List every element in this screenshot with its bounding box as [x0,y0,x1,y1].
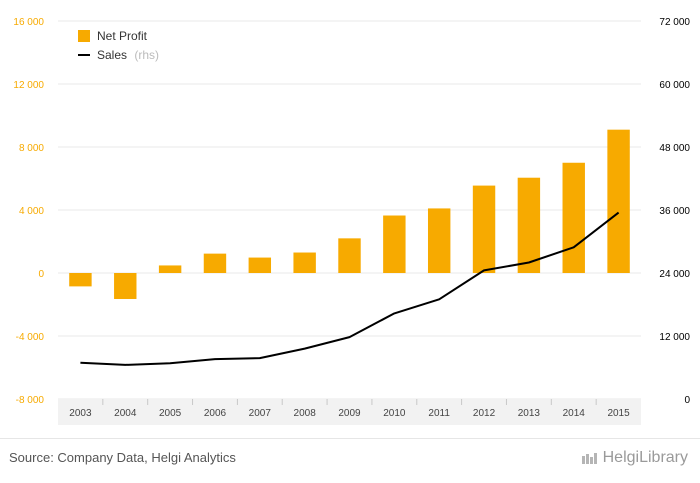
brand-name: HelgiLibrary [602,449,688,466]
net-profit-bar [427,208,451,273]
footer-divider [0,438,700,439]
x-tick-label: 2012 [473,408,496,419]
x-tick-label: 2010 [383,408,406,419]
x-tick-label: 2003 [69,408,92,419]
y-left-tick-label: -8 000 [16,395,45,406]
left-axis-ticks: -8 000 -4 000 0 4 000 8 000 12 000 16 000 [13,17,44,406]
net-profit-bar [203,253,227,273]
net-profit-bar [472,185,496,273]
net-profit-bar [158,265,182,273]
net-profit-bars [69,129,630,299]
net-profit-bar [114,273,137,299]
x-tick-label: 2011 [428,408,450,419]
net-profit-bar [248,257,272,273]
x-tick-label: 2014 [563,408,586,419]
x-tick-label: 2013 [518,408,541,419]
sales-line [80,211,620,366]
x-tick-label: 2007 [249,408,272,419]
y-left-tick-label: -4 000 [16,332,45,343]
net-profit-bar [607,129,630,273]
grid-lines [58,20,641,400]
x-tick-label: 2015 [607,408,630,419]
y-left-tick-label: 8 000 [19,143,44,154]
y-left-tick-label: 16 000 [13,17,44,28]
legend-sales-label: Sales (rhs) [97,48,159,62]
legend-sales-suffix: (rhs) [134,48,159,62]
y-right-tick-label: 48 000 [659,143,690,154]
y-right-tick-label: 36 000 [659,206,690,217]
y-right-tick-label: 12 000 [659,332,690,343]
x-axis: 2003 2004 2005 2006 2007 2008 2009 2010 2011 2012… [58,399,641,425]
legend: Net Profit Sales (rhs) [78,29,159,62]
net-profit-bar [517,177,541,273]
net-profit-bar [338,238,361,273]
source-note: Source: Company Data, Helgi Analytics [9,450,236,465]
y-right-tick-label: 24 000 [659,269,690,280]
chart-canvas: -8 000 -4 000 0 4 000 8 000 12 000 16 000 0 12 … [13,17,690,425]
y-left-tick-label: 4 000 [19,206,44,217]
legend-sales-name: Sales [97,48,127,62]
x-axis-band [58,399,641,425]
y-right-tick-label: 60 000 [659,80,690,91]
x-tick-label: 2006 [204,408,227,419]
sales-line-series [80,211,620,366]
y-right-tick-label: 0 [684,395,690,406]
net-profit-bar [69,273,92,287]
x-tick-label: 2009 [338,408,361,419]
net-profit-bar [293,252,316,273]
y-right-tick-label: 72 000 [659,17,690,28]
net-profit-bar [562,162,585,273]
right-axis-ticks: 0 12 000 24 000 36 000 48 000 60 000 72 000 [659,17,690,406]
x-tick-label: 2004 [114,408,137,419]
y-left-tick-label: 0 [38,269,44,280]
brand-logo: HelgiLibrary [581,449,688,467]
legend-net-profit-label: Net Profit [97,29,148,43]
x-tick-label: 2005 [159,408,182,419]
x-tick-label: 2008 [294,408,317,419]
library-icon [581,453,597,464]
y-left-tick-label: 12 000 [13,80,44,91]
net-profit-bar [383,215,406,273]
legend-net-profit-swatch [78,30,90,42]
